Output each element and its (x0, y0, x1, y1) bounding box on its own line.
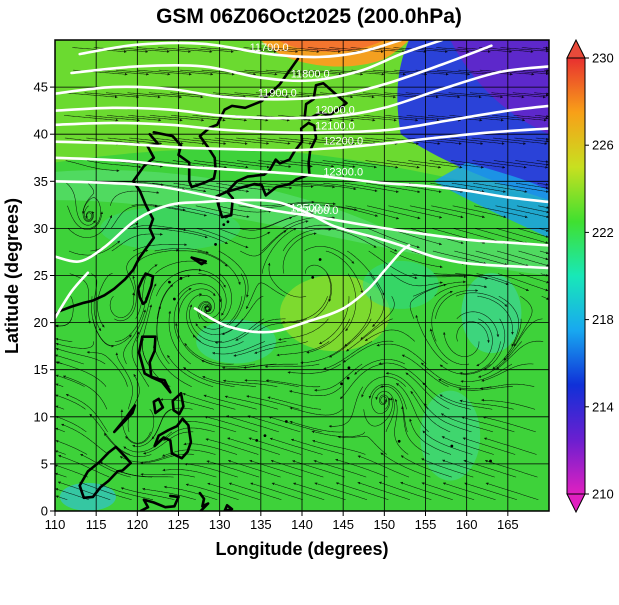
height-contour (70, 40, 444, 83)
contour-label: 12500.0 (290, 202, 330, 214)
colorbar-top-triangle (566, 38, 586, 59)
height-contour (193, 244, 411, 334)
height-contour (55, 271, 90, 320)
x-tick-label: 155 (415, 517, 437, 532)
colorbar-tick-label: 210 (592, 487, 614, 502)
y-tick-label: 40 (34, 127, 48, 142)
contour-label: 12300.0 (323, 167, 363, 179)
colorbar-tick-label: 230 (592, 51, 614, 66)
height-contour (55, 198, 549, 270)
height-contour (55, 44, 493, 101)
x-tick-label: 145 (332, 517, 354, 532)
height-contours: 11700.0 11800.0 11900.0 12000.0 12100.0 12200… (55, 40, 549, 334)
x-tick-label: 115 (86, 517, 107, 532)
x-tick-label: 140 (291, 517, 313, 532)
colorbar-tick-label: 226 (592, 138, 614, 153)
y-axis-label: Latitude (degrees) (2, 198, 22, 354)
y-tick-label: 30 (34, 221, 48, 236)
plot-area: 11700.0 11800.0 11900.0 12000.0 12100.0 12200… (55, 40, 549, 511)
y-axis-ticks: 0 5 10 15 20 25 30 35 40 45 (34, 80, 55, 519)
height-contour (55, 65, 549, 120)
height-contour (55, 156, 549, 204)
x-tick-label: 125 (168, 517, 190, 532)
x-tick-label: 160 (456, 517, 478, 532)
colorbar-tick-label: 218 (592, 312, 614, 327)
x-tick-label: 110 (45, 517, 66, 532)
contour-label: 12100.0 (315, 120, 355, 132)
y-tick-label: 45 (34, 80, 48, 95)
contour-label: 11700.0 (250, 42, 289, 54)
colorbar-ticks: 210 214 218 222 226 230 (585, 51, 614, 502)
y-tick-label: 20 (34, 315, 48, 330)
y-tick-label: 35 (34, 174, 48, 189)
y-tick-label: 0 (41, 504, 48, 519)
colorbar-gradient (566, 57, 586, 495)
y-tick-label: 25 (34, 268, 48, 283)
colorbar: 210 214 218 222 226 230 (566, 38, 614, 514)
height-contour (55, 127, 549, 152)
x-tick-label: 135 (250, 517, 272, 532)
x-tick-label: 120 (126, 517, 148, 532)
height-contour (78, 40, 403, 59)
y-tick-label: 10 (34, 409, 48, 424)
contour-label: 11900.0 (258, 87, 297, 99)
x-axis-ticks: 110 115 120 125 130 135 140 145 150 155 160 165 (45, 511, 519, 532)
contour-label: 11800.0 (291, 69, 330, 81)
contour-label: 12000.0 (315, 104, 355, 116)
y-tick-label: 15 (34, 362, 48, 377)
y-tick-label: 5 (41, 456, 48, 471)
x-tick-label: 165 (497, 517, 519, 532)
colorbar-bottom-triangle (566, 493, 586, 514)
height-contour (55, 104, 549, 134)
x-tick-label: 130 (209, 517, 231, 532)
contour-label: 12200.0 (323, 135, 363, 147)
colorbar-tick-label: 214 (592, 399, 614, 414)
x-tick-label: 150 (373, 517, 395, 532)
chart-title: GSM 06Z06Oct2025 (200.0hPa) (156, 5, 462, 28)
x-axis-label: Longitude (degrees) (215, 539, 388, 559)
colorbar-tick-label: 222 (592, 225, 614, 240)
